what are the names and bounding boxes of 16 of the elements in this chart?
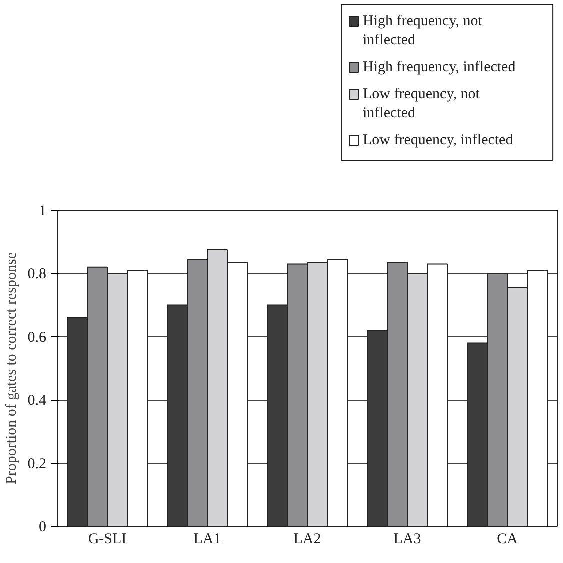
- x-tick-label: LA3: [394, 532, 422, 548]
- legend-label: High frequency, not inflected: [363, 14, 484, 48]
- y-tick-label: 0.2: [28, 456, 46, 472]
- y-tick-label: 0.6: [28, 330, 47, 346]
- x-tick-label: LA1: [194, 532, 222, 548]
- y-tick-label: 0: [39, 520, 46, 536]
- x-tick-label: CA: [497, 532, 518, 548]
- legend-label: Low frequency, inflected: [363, 132, 514, 148]
- y-tick-label: 1: [39, 204, 46, 220]
- y-tick-label: 0.8: [28, 266, 46, 283]
- y-axis-title: Proportion of gates to correct response: [4, 252, 20, 485]
- legend-label: Low frequency, not inflected: [363, 86, 481, 122]
- y-tick-label: 0.4: [28, 393, 47, 410]
- x-tick-label: G-SLI: [88, 532, 127, 548]
- x-tick-label: LA2: [294, 532, 322, 548]
- legend-label: High frequency, inflected: [363, 60, 516, 76]
